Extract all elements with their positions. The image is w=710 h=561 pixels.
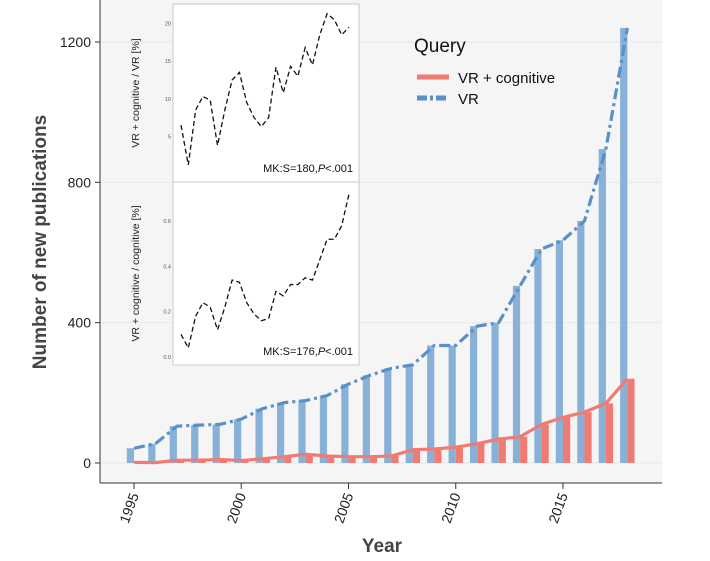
bar-vr [362, 375, 370, 463]
bar-vr-cognitive [262, 458, 270, 463]
bar-vr-cognitive [369, 456, 378, 463]
bar-vr [191, 425, 199, 463]
bar-vr [234, 419, 242, 463]
bar-vr [534, 248, 542, 463]
bar-vr-cognitive [541, 424, 549, 463]
bar-vr-cognitive [498, 439, 506, 463]
x-tick-label: 2005 [331, 490, 357, 525]
bar-vr [405, 364, 413, 463]
bar-vr [448, 345, 456, 463]
bar-vr [598, 149, 606, 464]
inset-y-tick-label: 20 [165, 22, 171, 28]
bar-vr-cognitive [477, 443, 485, 463]
legend-label-vr: VR [458, 91, 479, 108]
y-tick-label: 0 [83, 455, 91, 471]
inset-ratio-line [180, 193, 350, 350]
legend: Query VR + cognitive VR [414, 36, 555, 108]
x-tick-label: 1995 [116, 490, 142, 525]
x-tick-label: 2010 [438, 490, 464, 525]
bar-vr [384, 368, 392, 463]
bar-vr [491, 322, 499, 463]
bar-vr [577, 220, 585, 463]
bar-vr [212, 424, 220, 463]
bar-vr-cognitive [455, 447, 463, 463]
legend-title: Query [414, 36, 466, 57]
bar-vr-cognitive [584, 412, 592, 463]
bar-vr-cognitive [305, 454, 313, 463]
bar-vr [470, 326, 478, 463]
inset-y-tick-label: 5 [168, 134, 171, 140]
inset-panel-1: 5 10 15 20 VR + cognitive / VR [%] MK:S=180,P… [130, 3, 360, 183]
bar-vr [620, 27, 628, 463]
inset-annotation: MK:S=180,P<.001 [263, 163, 353, 175]
inset-y-tick-label: 0.0 [163, 355, 171, 361]
bar-vr [512, 285, 521, 463]
bar-vr [341, 384, 349, 463]
bar-vr-cognitive [563, 417, 571, 463]
bar-vr-cognitive [627, 378, 635, 463]
y-tick-label: 800 [68, 174, 92, 190]
y-tick-label: 1200 [60, 34, 91, 50]
inset-frame [172, 3, 360, 183]
bar-vr-cognitive [391, 455, 399, 463]
bar-vr [169, 426, 177, 463]
inset-y-tick-label: 0.6 [163, 219, 171, 225]
bar-vr [255, 408, 263, 463]
inset-panels: 5 10 15 20 VR + cognitive / VR [%] MK:S=180,P… [130, 3, 360, 366]
x-tick-label: 2000 [223, 490, 249, 525]
inset-y-tick-label: 0.4 [163, 264, 171, 270]
x-axis-label: Year [362, 536, 403, 557]
inset-annotation: MK:S=176,P<.001 [263, 346, 353, 358]
bar-vr-cognitive [605, 403, 614, 463]
line-vr-cognitive [133, 377, 629, 465]
inset-y-axis-label: VR + cognitive / VR [%] [130, 38, 142, 148]
bar-vr-cognitive [327, 455, 335, 463]
x-tick-label: 2015 [545, 490, 571, 525]
inset-ratio-line [180, 12, 350, 166]
y-tick-label: 400 [68, 315, 92, 331]
bar-vr [298, 400, 306, 463]
inset-panel-2: 0.0 0.2 0.4 0.6 VR + cognitive / cognitive [… [130, 181, 360, 366]
inset-y-tick-label: 0.2 [163, 310, 171, 316]
bar-vr [148, 443, 156, 463]
bar-vr-cognitive [412, 449, 421, 463]
bar-vr-cognitive [434, 448, 442, 463]
y-axis-label: Number of new publications [30, 115, 51, 369]
inset-y-axis-label: VR + cognitive / cognitive [%] [130, 205, 142, 341]
bar-vr [427, 345, 435, 463]
bar-vr-cognitive [284, 456, 292, 463]
legend-label-vr-cognitive: VR + cognitive [458, 70, 555, 87]
inset-y-tick-label: 10 [165, 97, 171, 103]
inset-frame [172, 181, 360, 366]
bar-vr-cognitive [348, 456, 356, 463]
inset-y-tick-label: 15 [165, 59, 171, 65]
bar-vr [276, 402, 285, 463]
bar-vr [126, 448, 134, 463]
bar-vr [319, 395, 328, 463]
bar-vr-cognitive [520, 436, 528, 463]
line-vr [133, 27, 629, 450]
bar-vr [555, 240, 563, 463]
